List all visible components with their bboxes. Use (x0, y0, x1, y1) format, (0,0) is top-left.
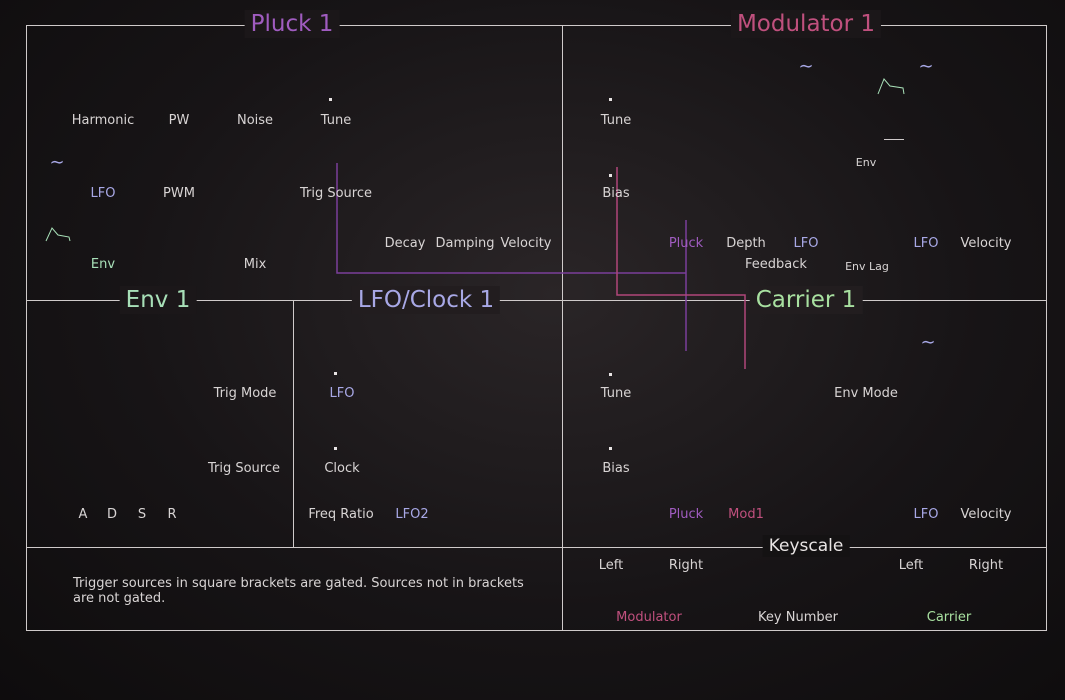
env-attack-slider[interactable]: A (78, 507, 88, 522)
keyscale-mod-left-knob[interactable]: Left (598, 558, 624, 573)
modulator-bias-marker[interactable] (609, 174, 612, 177)
lfo-rate-knob[interactable]: LFO (329, 386, 355, 401)
modulator-feedback-knob[interactable]: Feedback (745, 257, 807, 272)
env-lag-indicator (884, 139, 904, 140)
pluck-lfo-source[interactable]: LFO (90, 186, 116, 201)
pluck-pw-knob[interactable]: PW (168, 113, 190, 128)
modulator-env-lag-knob[interactable]: Env Lag (845, 260, 889, 273)
carrier-bias-marker[interactable] (609, 447, 612, 450)
section-title-keyscale: Keyscale (762, 535, 850, 557)
carrier-mod1-source[interactable]: Mod1 (728, 507, 764, 522)
carrier-env-mode-selector[interactable]: Env Mode (834, 386, 898, 401)
divider-env-lfo (293, 300, 294, 547)
pluck-harmonic-knob[interactable]: Harmonic (71, 113, 135, 128)
frame-bottom (26, 630, 1047, 631)
modulator-lfo-source[interactable]: LFO (793, 236, 819, 251)
keyscale-key-number-knob[interactable]: Key Number (758, 610, 838, 625)
carrier-tune-knob[interactable]: Tune (600, 386, 632, 401)
note-line-1: Trigger sources in square brackets are g… (73, 576, 524, 591)
lfo-freq-ratio-knob[interactable]: Freq Ratio (308, 507, 374, 522)
keyscale-car-left-knob[interactable]: Left (898, 558, 924, 573)
env-decay-slider[interactable]: D (106, 507, 118, 522)
sine-wave-icon: ∼ (798, 56, 814, 77)
keyscale-modulator-label: Modulator (616, 610, 682, 625)
pluck-trig-source-selector[interactable]: Trig Source (299, 186, 373, 201)
pluck-damping-knob[interactable]: Damping (435, 236, 495, 251)
divider-middle-horizontal (26, 300, 1047, 301)
keyscale-car-right-knob[interactable]: Right (968, 558, 1004, 573)
sine-wave-icon: ∼ (920, 332, 936, 353)
carrier-tune-marker[interactable] (609, 373, 612, 376)
env-release-slider[interactable]: R (167, 507, 177, 522)
modulator-tune-marker[interactable] (609, 98, 612, 101)
frame-right (1046, 25, 1047, 630)
carrier-pluck-source[interactable]: Pluck (668, 507, 704, 522)
section-title-modulator: Modulator 1 (730, 10, 882, 38)
modulator-pluck-source[interactable]: Pluck (668, 236, 704, 251)
tune-knob-marker[interactable] (329, 98, 332, 101)
section-title-carrier: Carrier 1 (749, 286, 863, 314)
pluck-mix-knob[interactable]: Mix (243, 257, 267, 272)
envelope-shape-icon (877, 78, 905, 95)
pluck-tune-knob[interactable]: Tune (320, 113, 352, 128)
modulator-lfo2-source[interactable]: LFO (913, 236, 939, 251)
pluck-trig-wire (336, 163, 686, 274)
carrier-bias-knob[interactable]: Bias (602, 461, 630, 476)
lfo2-output[interactable]: LFO2 (395, 507, 429, 522)
clock-rate-knob[interactable]: Clock (324, 461, 360, 476)
section-title-pluck: Pluck 1 (244, 10, 340, 38)
env-trig-source-selector[interactable]: Trig Source (207, 461, 281, 476)
envelope-shape-icon (45, 227, 71, 242)
pluck-pwm-knob[interactable]: PWM (163, 186, 195, 201)
keyscale-mod-right-knob[interactable]: Right (668, 558, 704, 573)
note-line-2: are not gated. (73, 591, 166, 606)
pluck-velocity-knob[interactable]: Velocity (500, 236, 552, 251)
modulator-velocity-knob[interactable]: Velocity (960, 236, 1012, 251)
env-trig-mode-selector[interactable]: Trig Mode (213, 386, 277, 401)
frame-left (26, 25, 27, 630)
carrier-velocity-knob[interactable]: Velocity (960, 507, 1012, 522)
env-sustain-slider[interactable]: S (137, 507, 147, 522)
sine-wave-icon: ∼ (918, 56, 934, 77)
pluck-env-source[interactable]: Env (90, 257, 116, 272)
pluck-noise-knob[interactable]: Noise (236, 113, 274, 128)
modulator-bias-knob[interactable]: Bias (602, 186, 630, 201)
modulator-tune-knob[interactable]: Tune (600, 113, 632, 128)
section-title-lfo-clock: LFO/Clock 1 (351, 286, 501, 314)
section-title-env: Env 1 (119, 286, 197, 314)
divider-lower-horizontal (26, 547, 1047, 548)
pluck-decay-knob[interactable]: Decay (384, 236, 426, 251)
clock-knob-marker[interactable] (334, 447, 337, 450)
modulator-bias-wire (616, 167, 746, 369)
carrier-lfo-source[interactable]: LFO (913, 507, 939, 522)
keyscale-carrier-label: Carrier (926, 610, 972, 625)
modulator-env-source[interactable]: Env (855, 156, 877, 169)
trigger-sources-note: Trigger sources in square brackets are g… (73, 576, 524, 606)
lfo-knob-marker[interactable] (334, 372, 337, 375)
modulator-depth-knob[interactable]: Depth (726, 236, 766, 251)
divider-center-vertical (562, 25, 563, 630)
sine-wave-icon: ∼ (49, 152, 65, 173)
